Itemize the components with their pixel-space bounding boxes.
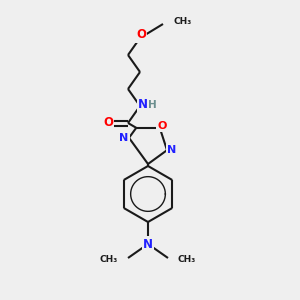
Text: CH₃: CH₃ [178, 254, 196, 263]
Text: H: H [148, 100, 156, 110]
Text: O: O [103, 116, 113, 128]
Text: CH₃: CH₃ [173, 17, 191, 26]
Text: N: N [138, 98, 148, 112]
Text: O: O [157, 121, 167, 131]
Text: N: N [119, 133, 129, 143]
Text: CH₃: CH₃ [100, 254, 118, 263]
Text: N: N [167, 145, 177, 155]
Text: N: N [143, 238, 153, 250]
Text: O: O [136, 28, 146, 41]
